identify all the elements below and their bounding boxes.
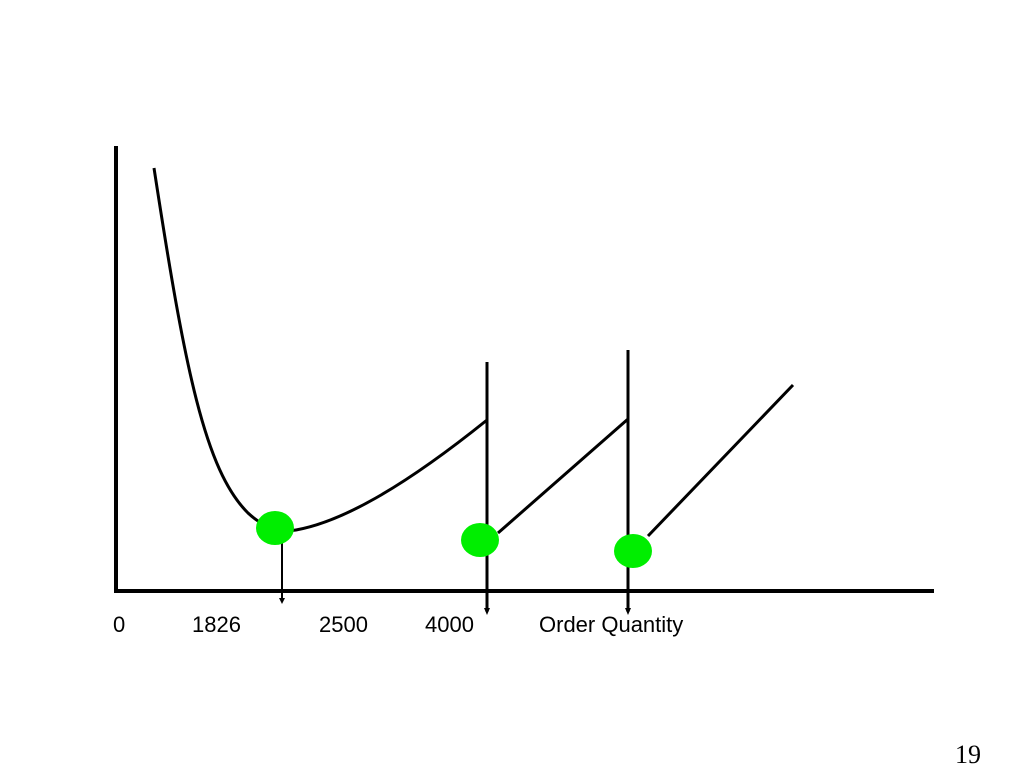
break-1-arrow-head [484,608,490,615]
x-label-4000: 4000 [425,612,474,637]
x-label-1826: 1826 [192,612,241,637]
x-label-zero: 0 [113,612,126,637]
cost-curve-segment-1 [152,167,488,533]
x-label-2500: 2500 [319,612,368,637]
cost-curve-segment-2 [497,417,629,535]
minimum-point-marker-3 [614,534,652,568]
cost-curve-segment-3 [646,383,795,538]
page-number: 19 [955,740,981,768]
minimum-point-marker-1 [256,511,294,545]
x-axis-title: Order Quantity [539,612,684,637]
eoq-arrow-head [279,598,285,604]
minimum-point-marker-2 [461,523,499,557]
break-2-arrow-head [625,608,631,615]
